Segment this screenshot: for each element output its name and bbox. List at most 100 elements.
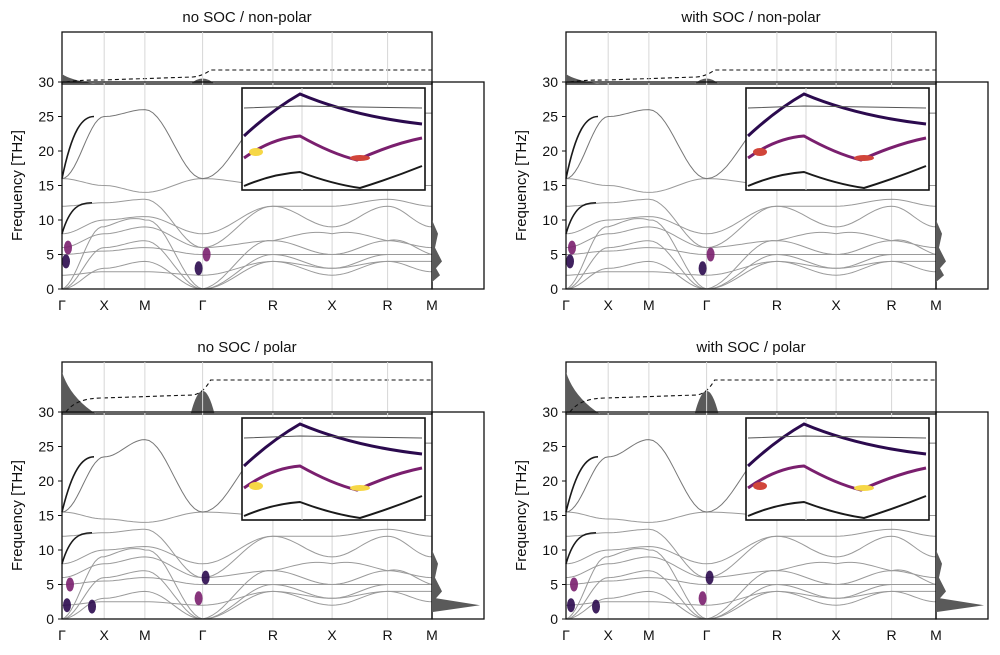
band-line xyxy=(61,226,433,256)
y-tick-label: 5 xyxy=(46,577,54,593)
dos-fill-left xyxy=(62,372,96,414)
kpoint-label: X xyxy=(100,627,110,643)
kpoint-label: Γ xyxy=(703,297,711,313)
weight-blob xyxy=(62,254,70,269)
inset-band xyxy=(243,105,423,109)
band-line xyxy=(61,218,433,290)
band-acoustic-dark xyxy=(565,115,599,179)
inset-band xyxy=(243,134,423,162)
band-panel: with SOC / polar 0 5 10 15 20 25 30 Frequency [T… xyxy=(513,339,989,643)
dos-side-frame xyxy=(935,81,989,290)
inset xyxy=(745,87,930,191)
inset-hotspot xyxy=(249,148,263,156)
inset-band xyxy=(242,92,423,138)
band-line xyxy=(61,240,432,290)
kpoint-label: X xyxy=(327,297,337,313)
kpoint-label: X xyxy=(100,297,110,313)
kpoint-label: X xyxy=(604,627,614,643)
y-axis-label: Frequency [THz] xyxy=(513,130,530,241)
band-line xyxy=(61,205,433,235)
inset-band xyxy=(243,464,423,492)
kpoint-label: Γ xyxy=(199,627,207,643)
band-optical-dark xyxy=(61,201,93,235)
kpoint-label: Γ xyxy=(58,297,66,313)
weight-blob xyxy=(194,591,203,606)
band-line xyxy=(61,556,433,586)
band-optical-dark xyxy=(565,201,597,235)
band-line xyxy=(62,198,433,249)
kpoint-label: M xyxy=(643,297,655,313)
dos-top-frame xyxy=(61,361,433,415)
y-axis-label: Frequency [THz] xyxy=(9,130,26,241)
y-tick-label: 15 xyxy=(38,508,54,524)
dos-top-frame xyxy=(61,31,433,85)
y-tick-label: 0 xyxy=(46,281,54,297)
dos-side-fill xyxy=(936,220,946,283)
weight-blob xyxy=(202,247,211,262)
panel-title: no SOC / non-polar xyxy=(182,9,311,26)
inset-band xyxy=(747,134,927,162)
inset-band xyxy=(243,165,423,190)
band-line xyxy=(566,528,937,579)
y-tick-label: 10 xyxy=(542,212,558,228)
panel-title: no SOC / polar xyxy=(197,339,296,356)
band-line xyxy=(565,240,936,290)
y-tick-label: 0 xyxy=(46,611,54,627)
band-line xyxy=(566,198,937,249)
y-tick-label: 25 xyxy=(38,439,54,455)
kpoint-label: Γ xyxy=(199,297,207,313)
y-tick-label: 20 xyxy=(38,143,54,159)
kpoint-label: R xyxy=(772,297,782,313)
dos-top-frame xyxy=(565,361,937,415)
band-optical-dark xyxy=(61,531,93,565)
kpoint-label: R xyxy=(268,297,278,313)
kpoint-label: R xyxy=(887,297,897,313)
inset-band xyxy=(747,495,927,520)
band-line xyxy=(62,247,432,269)
kpoint-label: M xyxy=(930,627,942,643)
y-tick-label: 5 xyxy=(46,247,54,263)
band-line xyxy=(566,260,937,276)
y-tick-label: 25 xyxy=(38,109,54,125)
dos-fill-left xyxy=(566,372,600,414)
band-line xyxy=(61,570,432,620)
inset xyxy=(745,417,930,521)
dos-cumulative-line xyxy=(569,379,936,413)
kpoint-label: Γ xyxy=(58,627,66,643)
band-line xyxy=(566,590,937,606)
inset xyxy=(241,417,426,521)
weight-blob xyxy=(64,240,72,255)
kpoint-label: R xyxy=(383,297,393,313)
kpoint-label: R xyxy=(268,627,278,643)
inset-hotspot xyxy=(249,482,263,490)
inset-hotspot xyxy=(350,155,370,161)
kpoint-label: X xyxy=(831,297,841,313)
weight-blob xyxy=(570,577,578,592)
kpoint-label: Γ xyxy=(703,627,711,643)
band-acoustic-dark xyxy=(61,456,95,513)
dos-side-fill xyxy=(936,550,984,613)
kpoint-label: M xyxy=(139,297,151,313)
weight-blob xyxy=(592,599,600,614)
band-line xyxy=(61,535,433,565)
inset-band xyxy=(747,464,927,492)
dos-side-frame xyxy=(431,411,485,620)
weight-blob xyxy=(698,591,707,606)
kpoint-label: M xyxy=(643,627,655,643)
band-panel: no SOC / non-polar 0 5 10 15 20 25 30 Frequency … xyxy=(9,9,485,313)
weight-blob xyxy=(706,247,715,262)
band-line xyxy=(566,247,936,269)
y-tick-label: 30 xyxy=(38,74,54,90)
y-tick-label: 10 xyxy=(38,542,54,558)
kpoint-label: M xyxy=(930,297,942,313)
band-line xyxy=(62,260,433,276)
dos-cumulative-line xyxy=(569,69,936,83)
weight-blob xyxy=(698,261,707,276)
kpoint-label: Γ xyxy=(562,627,570,643)
y-tick-label: 15 xyxy=(542,178,558,194)
dos-cumulative-line xyxy=(65,69,432,83)
y-tick-label: 25 xyxy=(542,439,558,455)
inset-hotspot xyxy=(753,482,767,490)
weight-blob xyxy=(705,570,714,585)
